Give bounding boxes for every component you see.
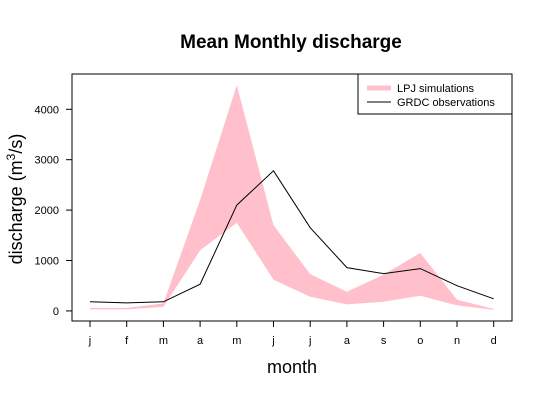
y-tick-label: 4000 — [35, 104, 59, 116]
y-tick-label: 2000 — [35, 205, 59, 217]
y-tick-label: 1000 — [35, 256, 59, 268]
chart-title: Mean Monthly discharge — [180, 32, 402, 53]
x-tick-label: j — [308, 335, 311, 347]
x-tick-label: a — [344, 335, 351, 347]
x-tick-label: n — [454, 335, 460, 347]
lpj-simulation-band — [90, 85, 494, 310]
y-axis-label-tail: /s) — [6, 134, 26, 154]
x-tick-label: f — [125, 335, 129, 347]
x-tick-label: s — [381, 335, 387, 347]
y-axis-label-superscript: 3 — [4, 153, 18, 160]
x-tick-label: m — [232, 335, 241, 347]
y-axis-label: discharge (m3/s) — [4, 134, 26, 265]
x-tick-label: m — [159, 335, 168, 347]
x-tick-label: d — [491, 335, 497, 347]
x-tick-label: j — [88, 335, 91, 347]
y-tick-label: 0 — [53, 306, 59, 318]
x-tick-label: j — [271, 335, 274, 347]
x-tick-label: a — [197, 335, 204, 347]
y-tick-label: 3000 — [35, 155, 59, 167]
legend-label-lpj: LPJ simulations — [397, 83, 475, 95]
y-axis: 0 1000 2000 3000 4000 — [35, 104, 72, 318]
legend-box — [357, 73, 513, 115]
x-axis-label: month — [267, 357, 317, 377]
plot-area — [89, 85, 494, 310]
plot-frame — [71, 73, 513, 322]
grdc-observation-line — [89, 170, 494, 304]
legend: LPJ simulations GRDC observations — [357, 73, 513, 115]
x-tick-label: o — [417, 335, 423, 347]
y-axis-label-main: discharge (m — [6, 160, 26, 264]
legend-label-grdc: GRDC observations — [397, 97, 495, 109]
